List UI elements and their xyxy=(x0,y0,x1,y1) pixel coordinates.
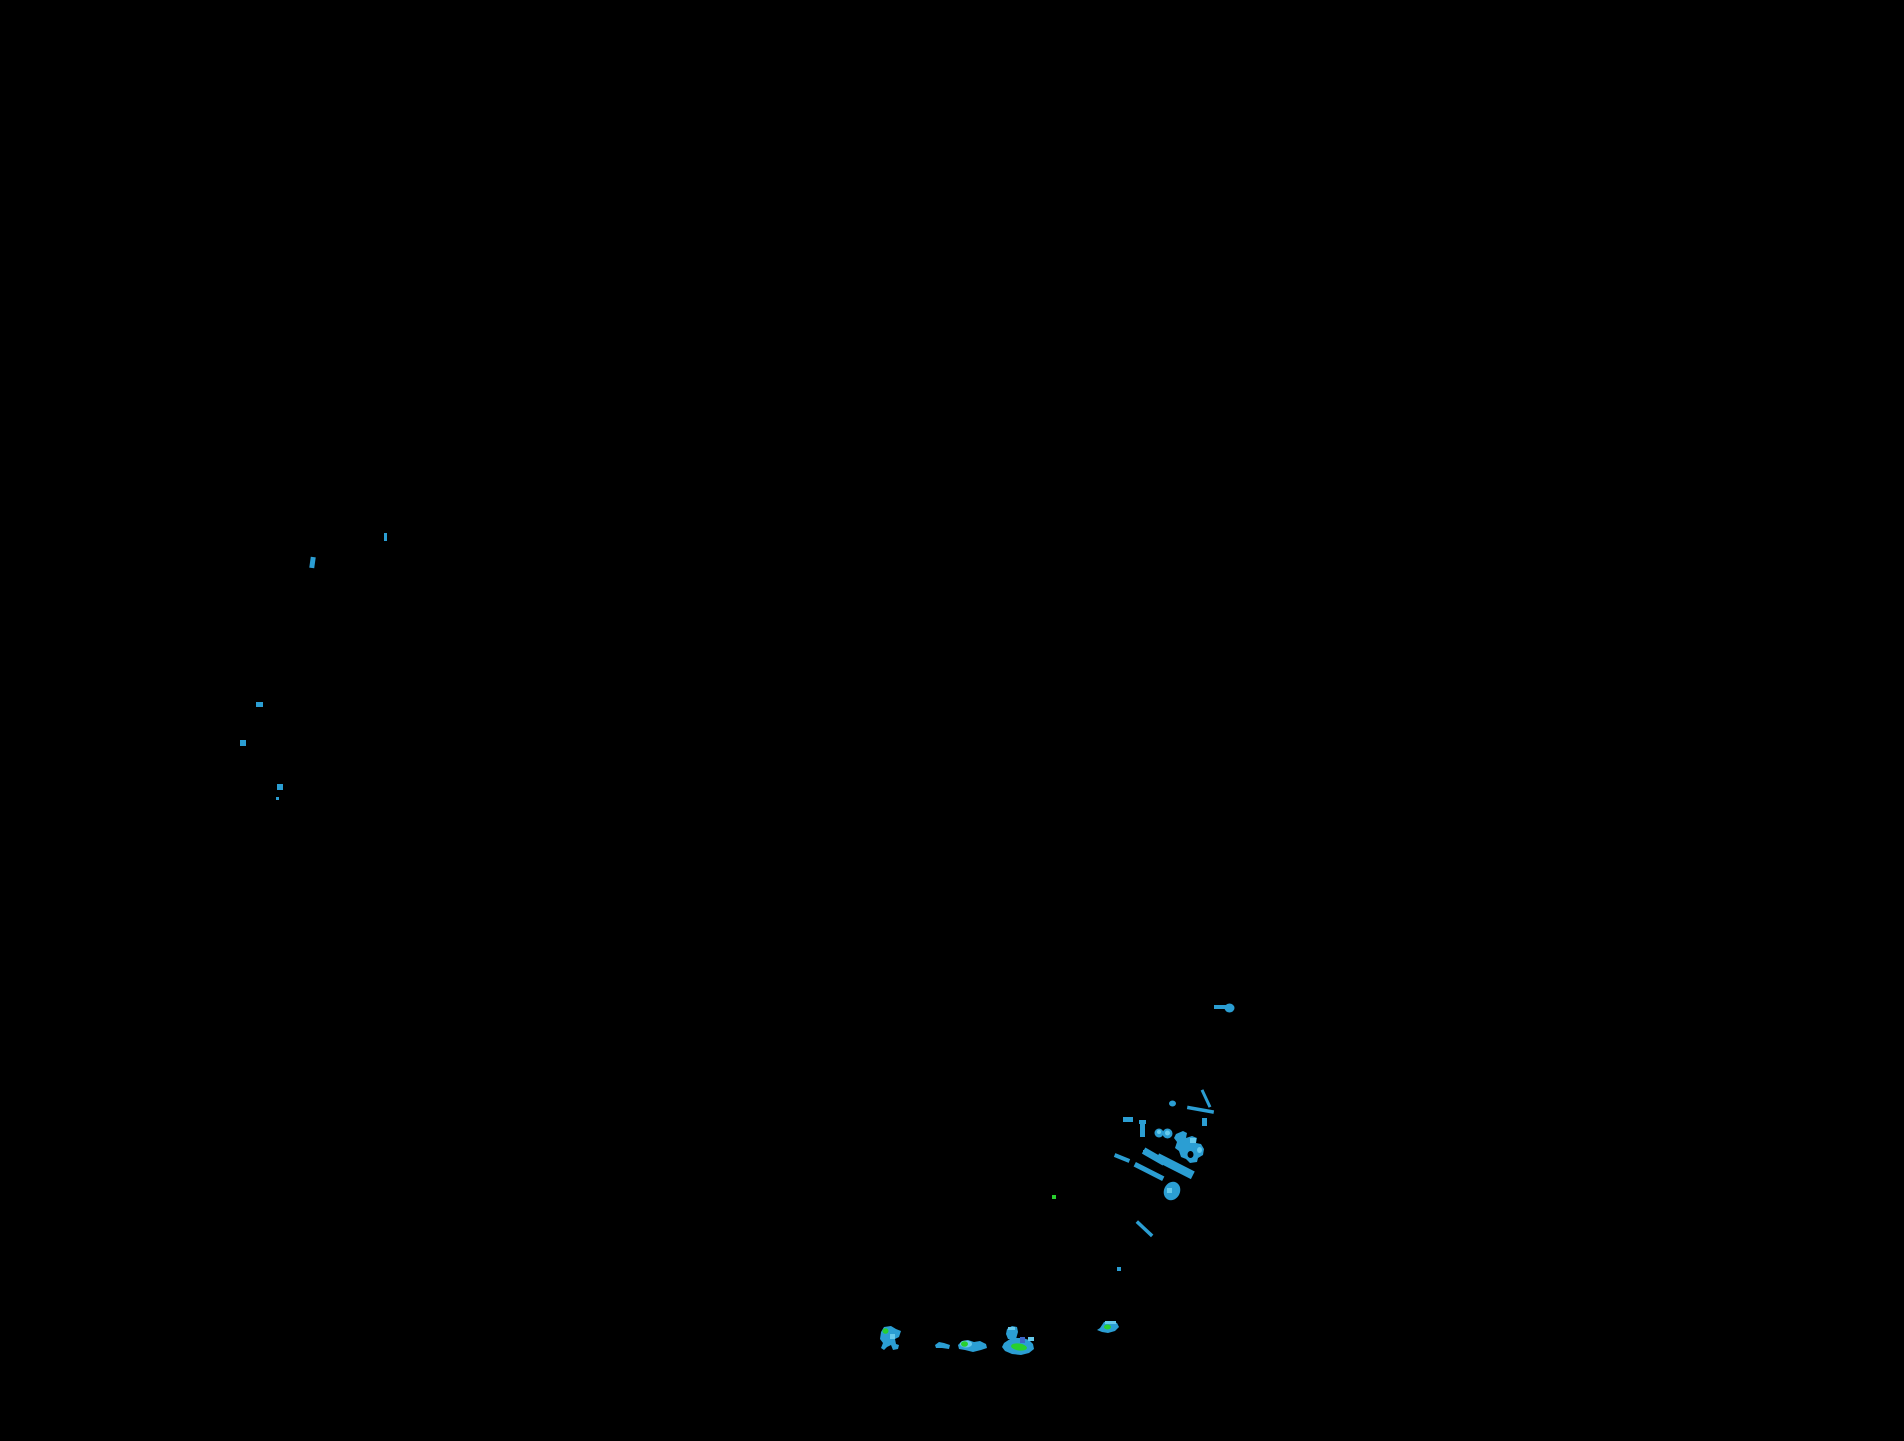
speck-west-2 xyxy=(384,533,387,541)
streak-thin-west xyxy=(1113,1153,1131,1163)
cell5-edge-light xyxy=(1105,1321,1116,1324)
big-blob-knob-core xyxy=(1197,1147,1202,1153)
cluster-seven-stem xyxy=(1140,1124,1145,1137)
big-blob-body xyxy=(1174,1131,1204,1163)
cell1-core xyxy=(882,1328,889,1334)
green-dot xyxy=(1052,1195,1056,1199)
barbell-core-left xyxy=(1157,1130,1161,1134)
north-dash-head xyxy=(1224,1003,1235,1013)
cluster-dash-vert xyxy=(1202,1118,1207,1126)
cluster-streak-top xyxy=(1186,1105,1215,1114)
streak-south-thin xyxy=(1135,1220,1154,1238)
barbell-core-right xyxy=(1165,1130,1170,1136)
north-dash-shaft xyxy=(1214,1005,1227,1009)
dot-south xyxy=(1117,1267,1121,1271)
cell4-core-green xyxy=(1011,1343,1027,1351)
big-blob-hole xyxy=(1187,1151,1194,1158)
speck-west-3 xyxy=(256,702,263,707)
cell2-body xyxy=(935,1342,950,1349)
speck-west-1 xyxy=(309,556,316,569)
streak-b xyxy=(1155,1153,1195,1180)
speck-west-6 xyxy=(276,797,279,800)
cell4-edge-light xyxy=(1028,1337,1034,1341)
cluster-dash-left xyxy=(1123,1117,1133,1122)
speck-west-4 xyxy=(240,740,246,746)
cell1-highlight xyxy=(890,1334,895,1339)
cell4-core-dark xyxy=(1020,1337,1025,1343)
cell4-head-light xyxy=(1008,1327,1015,1330)
cluster-seven-top xyxy=(1139,1120,1146,1124)
cell5-core xyxy=(1104,1324,1111,1330)
cluster-blob-small xyxy=(1169,1100,1176,1107)
streak-c-highlight xyxy=(1167,1188,1172,1193)
cell3-core xyxy=(961,1341,968,1347)
big-blob-highlight xyxy=(1190,1138,1196,1143)
cluster-line-steep xyxy=(1200,1089,1212,1108)
speck-west-5 xyxy=(277,784,283,790)
streak-c-thin xyxy=(1133,1162,1165,1181)
